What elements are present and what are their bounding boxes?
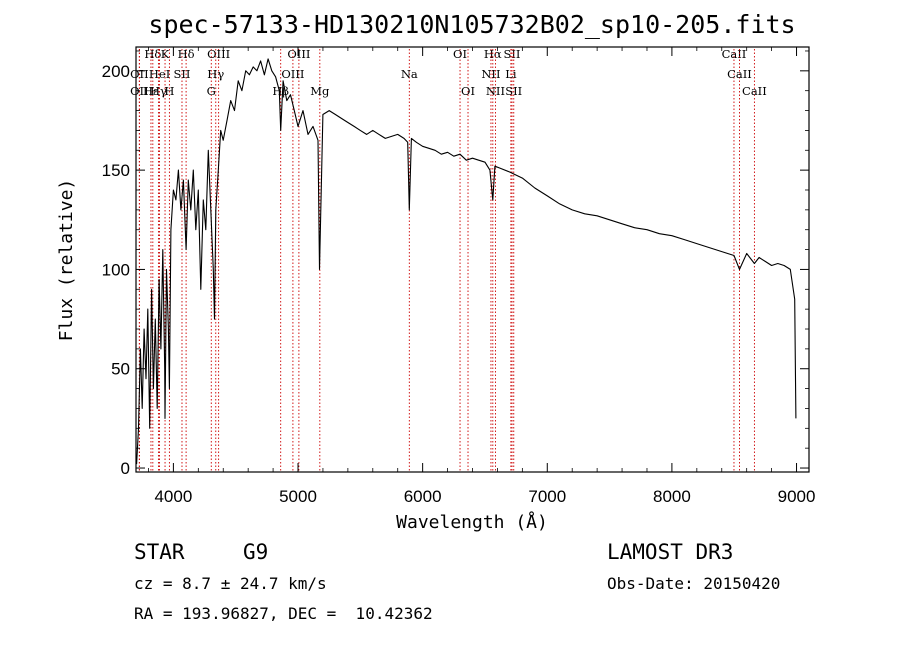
line-marker-label-13: OIII bbox=[287, 47, 310, 61]
object-subclass: G9 bbox=[243, 540, 269, 564]
y-axis-label: Flux (relative) bbox=[56, 179, 77, 342]
y-tick-label-2: 100 bbox=[102, 260, 130, 279]
line-marker-label-5: HeI bbox=[149, 67, 170, 81]
x-tick-label-5: 9000 bbox=[778, 487, 816, 506]
x-tick-label-3: 7000 bbox=[528, 487, 566, 506]
x-tick-label-0: 4000 bbox=[154, 487, 192, 506]
line-marker-label-7: H bbox=[164, 84, 174, 98]
line-marker-label-24: NII bbox=[486, 84, 505, 98]
line-marker-label-23: Li bbox=[505, 67, 517, 81]
line-marker-label-11: Hγ bbox=[207, 67, 224, 81]
y-tick-label-3: 150 bbox=[102, 161, 130, 180]
line-marker-label-12: G bbox=[207, 84, 216, 98]
observation-date: Obs-Date: 20150420 bbox=[607, 574, 781, 593]
y-tick-label-0: 0 bbox=[121, 459, 130, 478]
line-marker-label-28: CaII bbox=[742, 84, 767, 98]
axis-ticks: 4000 5000 6000 7000 8000 9000 0 50 100 150 200 bbox=[102, 47, 816, 506]
x-tick-label-2: 6000 bbox=[404, 487, 442, 506]
line-marker-label-6: Hγ bbox=[150, 84, 167, 98]
line-marker-label-21: SII bbox=[504, 47, 521, 61]
x-tick-label-4: 8000 bbox=[653, 487, 691, 506]
line-marker-label-26: CaII bbox=[722, 47, 747, 61]
object-class: STAR bbox=[134, 540, 185, 564]
line-marker-label-25: SII bbox=[505, 84, 522, 98]
x-axis-label: Wavelength (Å) bbox=[396, 511, 548, 533]
survey-name: LAMOST DR3 bbox=[607, 540, 734, 564]
y-tick-label-1: 50 bbox=[111, 360, 130, 379]
line-marker-label-27: CaII bbox=[727, 67, 752, 81]
line-marker-label-14: OIII bbox=[281, 67, 304, 81]
line-marker-label-20: Hα bbox=[484, 47, 502, 61]
line-marker-label-3: Hε bbox=[143, 84, 159, 98]
line-marker-label-19: OI bbox=[461, 84, 475, 98]
line-marker-label-10: OIII bbox=[207, 47, 230, 61]
x-tick-label-1: 5000 bbox=[279, 487, 317, 506]
coordinates: RA = 193.96827, DEC = 10.42362 bbox=[134, 604, 433, 623]
line-marker-label-18: OI bbox=[453, 47, 467, 61]
line-marker-label-17: Na bbox=[401, 67, 418, 81]
chart-title: spec-57133-HD130210N105732B02_sp10-205.f… bbox=[148, 10, 795, 39]
line-marker-label-16: Mg bbox=[310, 84, 330, 98]
line-marker-label-8: SII bbox=[174, 67, 191, 81]
line-marker-label-4: K bbox=[161, 47, 170, 61]
line-marker-label-22: NII bbox=[481, 67, 500, 81]
y-tick-label-4: 200 bbox=[102, 62, 130, 81]
spectrum-series bbox=[136, 58, 797, 465]
redshift-cz: cz = 8.7 ± 24.7 km/s bbox=[134, 574, 327, 593]
line-marker-label-9: Hδ bbox=[178, 47, 195, 61]
line-marker-label-15: Hβ bbox=[272, 84, 289, 98]
spectrum-line bbox=[136, 58, 797, 465]
plot-frame bbox=[135, 46, 810, 473]
